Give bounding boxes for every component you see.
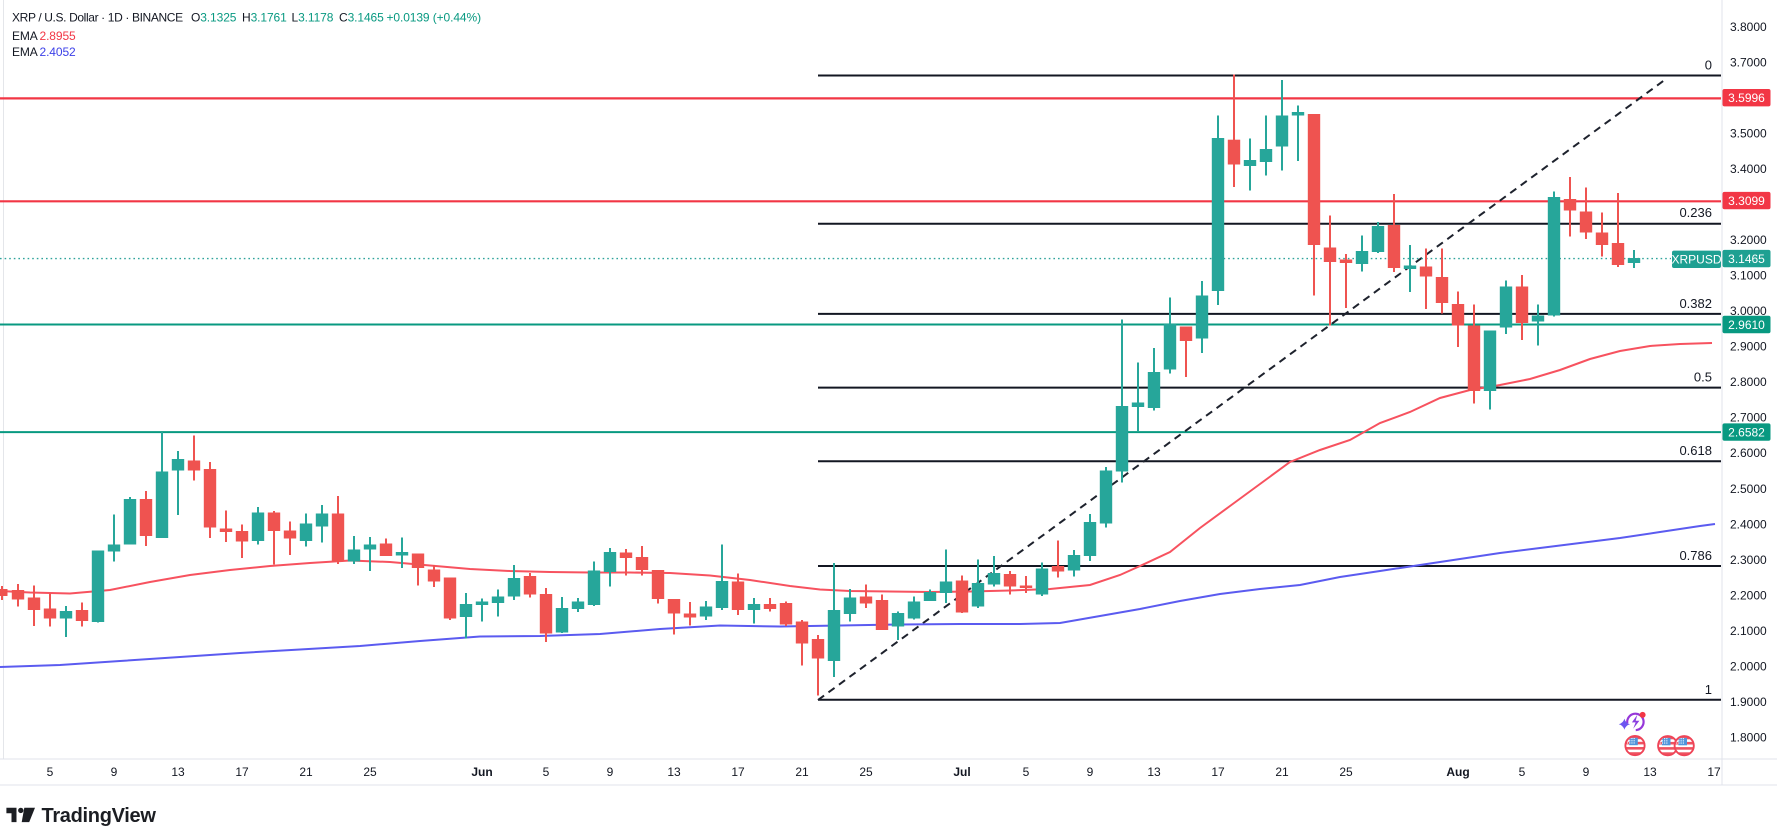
svg-text:21: 21: [1275, 765, 1289, 779]
svg-text:1.8000: 1.8000: [1730, 730, 1767, 744]
svg-text:13: 13: [171, 765, 185, 779]
svg-text:2.5000: 2.5000: [1730, 482, 1767, 496]
svg-text:2.1000: 2.1000: [1730, 624, 1767, 638]
svg-text:13: 13: [1147, 765, 1161, 779]
svg-text:2.6582: 2.6582: [1728, 425, 1765, 439]
svg-text:13: 13: [667, 765, 681, 779]
svg-text:EMA: EMA: [12, 45, 38, 59]
svg-text:2.8955: 2.8955: [40, 29, 77, 43]
svg-text:25: 25: [1339, 765, 1353, 779]
svg-text:3.1000: 3.1000: [1730, 269, 1767, 283]
svg-text:2.8000: 2.8000: [1730, 375, 1767, 389]
svg-text:O3.1325: O3.1325: [191, 11, 237, 25]
svg-text:3.4000: 3.4000: [1730, 162, 1767, 176]
svg-text:XRPUSD: XRPUSD: [1671, 253, 1721, 267]
svg-text:+0.0139 (+0.44%): +0.0139 (+0.44%): [387, 11, 482, 25]
svg-text:1.9000: 1.9000: [1730, 695, 1767, 709]
svg-text:5: 5: [1519, 765, 1526, 779]
svg-text:3.5000: 3.5000: [1730, 127, 1767, 141]
svg-text:21: 21: [795, 765, 809, 779]
svg-text:3.3099: 3.3099: [1728, 194, 1765, 208]
svg-text:2.9000: 2.9000: [1730, 340, 1767, 354]
svg-text:2.7000: 2.7000: [1730, 411, 1767, 425]
svg-text:3.8000: 3.8000: [1730, 20, 1767, 34]
svg-text:21: 21: [299, 765, 313, 779]
svg-text:17: 17: [1211, 765, 1225, 779]
svg-text:17: 17: [235, 765, 249, 779]
svg-text:Jul: Jul: [953, 765, 970, 779]
svg-text:0.786: 0.786: [1679, 548, 1712, 563]
svg-text:9: 9: [607, 765, 614, 779]
svg-text:13: 13: [1643, 765, 1657, 779]
svg-text:3.2000: 3.2000: [1730, 233, 1767, 247]
svg-text:2.3000: 2.3000: [1730, 553, 1767, 567]
svg-text:5: 5: [47, 765, 54, 779]
svg-text:2.4000: 2.4000: [1730, 517, 1767, 531]
svg-text:2.9610: 2.9610: [1728, 318, 1765, 332]
svg-text:2.2000: 2.2000: [1730, 588, 1767, 602]
svg-text:9: 9: [111, 765, 118, 779]
svg-text:0: 0: [1705, 58, 1712, 73]
svg-text:EMA: EMA: [12, 29, 38, 43]
svg-text:0.5: 0.5: [1694, 370, 1712, 385]
svg-text:25: 25: [363, 765, 377, 779]
svg-text:0.382: 0.382: [1679, 296, 1712, 311]
svg-text:C3.1465: C3.1465: [339, 11, 384, 25]
svg-text:2.0000: 2.0000: [1730, 659, 1767, 673]
svg-text:3.1465: 3.1465: [1728, 252, 1765, 266]
svg-text:L3.1178: L3.1178: [292, 11, 334, 25]
svg-text:17: 17: [1707, 765, 1721, 779]
svg-text:3.7000: 3.7000: [1730, 56, 1767, 70]
svg-text:25: 25: [859, 765, 873, 779]
svg-text:9: 9: [1583, 765, 1590, 779]
svg-text:5: 5: [1023, 765, 1030, 779]
svg-text:3.5996: 3.5996: [1728, 91, 1765, 105]
svg-text:5: 5: [543, 765, 550, 779]
svg-text:0.618: 0.618: [1679, 443, 1712, 458]
svg-text:1: 1: [1705, 682, 1712, 697]
svg-text:17: 17: [731, 765, 745, 779]
svg-text:H3.1761: H3.1761: [242, 11, 287, 25]
svg-text:Aug: Aug: [1446, 765, 1469, 779]
svg-text:2.6000: 2.6000: [1730, 446, 1767, 460]
svg-text:TradingView: TradingView: [42, 805, 157, 827]
svg-text:Jun: Jun: [471, 765, 492, 779]
svg-text:2.4052: 2.4052: [40, 45, 77, 59]
svg-text:XRP / U.S. Dollar · 1D · BINAN: XRP / U.S. Dollar · 1D · BINANCE: [12, 11, 183, 25]
svg-text:0.236: 0.236: [1679, 205, 1712, 220]
svg-text:9: 9: [1087, 765, 1094, 779]
svg-text:3.0000: 3.0000: [1730, 304, 1767, 318]
